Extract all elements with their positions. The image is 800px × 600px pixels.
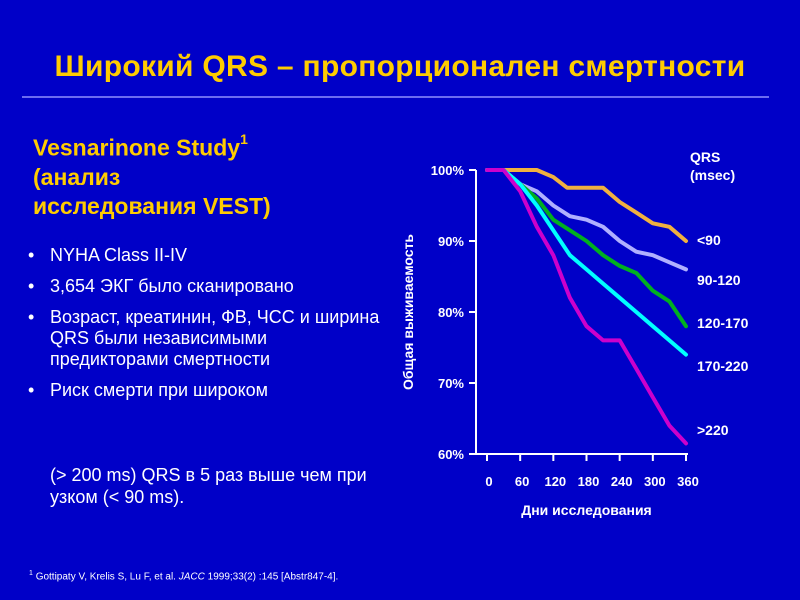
- series-label: >220: [697, 422, 729, 438]
- x-tick-label: 240: [611, 474, 633, 489]
- series-line: [485, 168, 688, 243]
- subtitle-line-1: Vesnarinone Study: [33, 134, 241, 161]
- x-tick-label: 180: [578, 474, 600, 489]
- y-tick-label: 100%: [431, 163, 465, 178]
- bullet-dot-icon: •: [28, 380, 35, 400]
- y-tick-label: 60%: [438, 447, 464, 462]
- subtitle-line-3: исследования VEST): [33, 192, 271, 219]
- series-label: <90: [697, 232, 721, 248]
- series-label: 90-120: [697, 272, 741, 288]
- bullet-continuation: (> 200 ms) QRS в 5 раз выше чем при узко…: [50, 465, 367, 507]
- series-line: [485, 168, 688, 446]
- legend-title-line-1: QRS: [690, 149, 720, 165]
- study-subtitle: Vesnarinone Study1 (анализ исследования …: [33, 128, 393, 221]
- legend-title-line-2: (msec): [690, 167, 735, 183]
- bullet-list: • NYHA Class II-IV • 3,654 ЭКГ было сканир…: [26, 245, 386, 411]
- bullet-item: • NYHA Class II-IV: [26, 245, 386, 266]
- bullet-dot-icon: •: [28, 307, 35, 327]
- bullet-item: • 3,654 ЭКГ было сканировано: [26, 276, 386, 297]
- x-tick-label: 0: [485, 474, 492, 489]
- bullet-text: 3,654 ЭКГ было сканировано: [50, 276, 294, 296]
- chart-labels: 60% 70% 80% 90% 100% 0 60 120 180 240 300 360 Дни ис…: [400, 149, 749, 518]
- series-label: 120-170: [697, 315, 749, 331]
- chart-series: [485, 168, 688, 446]
- y-tick-label: 70%: [438, 376, 464, 391]
- bullet-item: • Риск смерти при широком: [26, 380, 386, 401]
- bullet-dot-icon: •: [28, 276, 35, 296]
- y-axis-title: Общая выживаемость: [400, 234, 416, 390]
- x-tick-label: 300: [644, 474, 666, 489]
- bullet-text: Риск смерти при широком: [50, 380, 269, 400]
- bullet-text: NYHA Class II-IV: [50, 245, 188, 265]
- x-axis-title: Дни исследования: [521, 502, 651, 518]
- bullet-item: • Возраст, креатинин, ФВ, ЧСС и ширина QR…: [26, 307, 386, 370]
- title-divider: [22, 96, 769, 98]
- x-tick-label: 60: [515, 474, 529, 489]
- bullet-dot-icon: •: [28, 245, 35, 265]
- chart-axes: [469, 169, 688, 461]
- footnote-journal: JACC: [178, 571, 205, 583]
- footnote-superscript: 1: [29, 570, 33, 577]
- series-line: [485, 168, 688, 329]
- y-tick-label: 90%: [438, 234, 464, 249]
- slide-title: Широкий QRS – пропорционален смертности: [54, 50, 746, 83]
- bullet-text: Возраст, креатинин, ФВ, ЧСС и ширина QRS…: [50, 307, 380, 369]
- y-tick-label: 80%: [438, 305, 464, 320]
- footnote-authors: Gottipaty V, Krelis S, Lu F, et al.: [35, 571, 176, 583]
- subtitle-superscript: 1: [240, 131, 248, 147]
- subtitle-line-2: (анализ: [33, 163, 121, 190]
- series-line: [485, 168, 688, 357]
- footnote: 1 Gottipaty V, Krelis S, Lu F, et al. JA…: [29, 570, 589, 582]
- x-tick-label: 120: [544, 474, 566, 489]
- footnote-citation: 1999;33(2) :145 [Abstr847-4].: [207, 571, 339, 583]
- series-label: 170-220: [697, 358, 749, 374]
- x-tick-label: 360: [677, 474, 699, 489]
